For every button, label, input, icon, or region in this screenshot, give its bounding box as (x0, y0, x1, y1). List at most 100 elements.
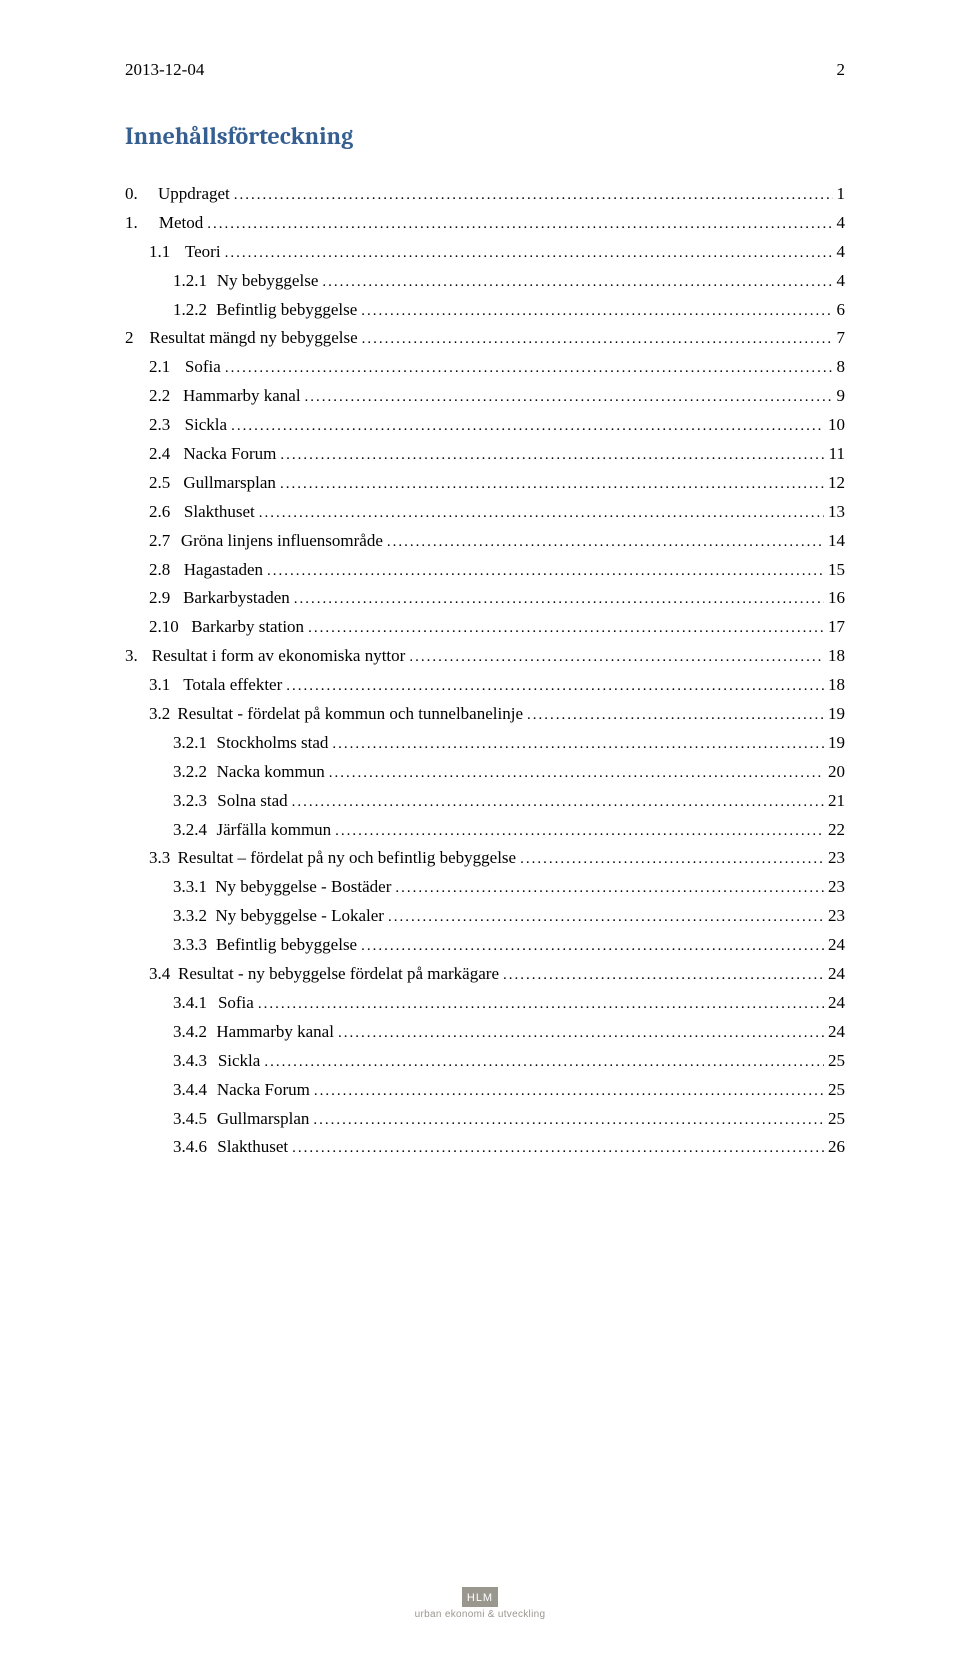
toc-entry-number: 2 (125, 324, 134, 353)
toc-leader-dots (280, 469, 824, 498)
toc-entry-label: Nacka kommun (217, 758, 325, 787)
toc-leader-dots (338, 1018, 824, 1047)
toc-entry-label: Resultat - fördelat på kommun och tunnel… (177, 700, 523, 729)
toc-entry-page: 17 (828, 613, 845, 642)
toc-row: 2.9Barkarbystaden16 (125, 584, 845, 613)
toc-entry-number: 3.2.3 (173, 787, 207, 816)
toc-leader-dots (362, 324, 833, 353)
toc-row: 3.2.4Järfälla kommun22 (125, 816, 845, 845)
toc-entry-number: 3.3.1 (173, 873, 207, 902)
toc-entry-label: Ny bebyggelse - Lokaler (215, 902, 384, 931)
toc-leader-dots (225, 238, 833, 267)
toc-entry-label: Gröna linjens influensområde (181, 527, 383, 556)
toc-entry-number: 3.4.1 (173, 989, 207, 1018)
toc-entry-page: 6 (837, 296, 846, 325)
toc-entry-page: 4 (837, 238, 846, 267)
toc-entry-label: Sofia (218, 989, 254, 1018)
toc-leader-dots (314, 1076, 824, 1105)
toc-row: 2.8Hagastaden15 (125, 556, 845, 585)
toc-leader-dots (225, 353, 833, 382)
toc-entry-label: Nacka Forum (217, 1076, 310, 1105)
toc-row: 2.10 Barkarby station 17 (125, 613, 845, 642)
toc-entry-page: 10 (828, 411, 845, 440)
toc-row: 2.7Gröna linjens influensområde14 (125, 527, 845, 556)
toc-list: 0.Uppdraget11.Metod41.1Teori41.2.1Ny beb… (125, 180, 845, 1162)
toc-leader-dots (292, 1133, 824, 1162)
toc-row: 3.4Resultat - ny bebyggelse fördelat på … (125, 960, 845, 989)
toc-entry-page: 15 (828, 556, 845, 585)
toc-row: 1.Metod4 (125, 209, 845, 238)
toc-entry-number: 3.4.5 (173, 1105, 207, 1134)
toc-entry-number: 3.2.2 (173, 758, 207, 787)
toc-entry-number: 2.6 (149, 498, 170, 527)
toc-leader-dots (234, 180, 833, 209)
toc-entry-number: 2.8 (149, 556, 170, 585)
toc-row: 3.2.3 Solna stad 21 (125, 787, 845, 816)
toc-leader-dots (258, 989, 824, 1018)
toc-leader-dots (388, 902, 824, 931)
toc-entry-number: 1.1 (149, 238, 170, 267)
toc-row: 3.4.2 Hammarby kanal 24 (125, 1018, 845, 1047)
toc-row: 3.4.5Gullmarsplan25 (125, 1105, 845, 1134)
toc-leader-dots (231, 411, 824, 440)
toc-entry-label: Barkarby station (191, 613, 304, 642)
toc-row: 1.1Teori4 (125, 238, 845, 267)
toc-entry-page: 19 (828, 729, 845, 758)
toc-row: 2.6Slakthuset13 (125, 498, 845, 527)
toc-row: 1.2.1Ny bebyggelse4 (125, 267, 845, 296)
toc-entry-label: Stockholms stad (217, 729, 329, 758)
toc-row: 3.Resultat i form av ekonomiska nyttor18 (125, 642, 845, 671)
toc-entry-number: 3.4.2 (173, 1018, 207, 1047)
toc-entry-page: 26 (828, 1133, 845, 1162)
toc-entry-page: 24 (828, 931, 845, 960)
toc-entry-page: 21 (828, 787, 845, 816)
toc-entry-number: 2.10 (149, 613, 179, 642)
toc-entry-number: 1. (125, 209, 138, 238)
toc-leader-dots (322, 267, 832, 296)
toc-entry-page: 9 (837, 382, 846, 411)
toc-leader-dots (259, 498, 824, 527)
toc-row: 3.4.1 Sofia 24 (125, 989, 845, 1018)
toc-leader-dots (361, 931, 824, 960)
toc-leader-dots (527, 700, 824, 729)
toc-entry-number: 3.3 (149, 844, 170, 873)
toc-entry-page: 23 (828, 873, 845, 902)
toc-leader-dots (329, 758, 824, 787)
toc-entry-number: 2.5 (149, 469, 170, 498)
toc-entry-label: Solna stad (217, 787, 287, 816)
toc-entry-page: 24 (828, 989, 845, 1018)
toc-entry-number: 1.2.2 (173, 296, 207, 325)
toc-row: 3.4.6Slakthuset26 (125, 1133, 845, 1162)
toc-leader-dots (286, 671, 824, 700)
toc-entry-number: 3.4.6 (173, 1133, 207, 1162)
toc-leader-dots (361, 296, 832, 325)
toc-row: 3.3.2Ny bebyggelse - Lokaler23 (125, 902, 845, 931)
toc-entry-page: 25 (828, 1047, 845, 1076)
toc-row: 3.4.3Sickla25 (125, 1047, 845, 1076)
toc-title: Innehållsförteckning (125, 122, 845, 150)
toc-leader-dots (292, 787, 824, 816)
toc-entry-label: Barkarbystaden (183, 584, 290, 613)
toc-entry-label: Gullmarsplan (183, 469, 276, 498)
toc-leader-dots (409, 642, 824, 671)
toc-leader-dots (313, 1105, 824, 1134)
toc-row: 3.2.1Stockholms stad19 (125, 729, 845, 758)
toc-entry-label: Befintlig bebyggelse (216, 931, 357, 960)
toc-entry-label: Resultat – fördelat på ny och befintlig … (178, 844, 517, 873)
toc-row: 1.2.2 Befintlig bebyggelse 6 (125, 296, 845, 325)
toc-entry-label: Resultat - ny bebyggelse fördelat på mar… (178, 960, 499, 989)
toc-row: 3.3 Resultat – fördelat på ny och befintl… (125, 844, 845, 873)
toc-row: 3.2Resultat - fördelat på kommun och tun… (125, 700, 845, 729)
toc-entry-page: 23 (828, 844, 845, 873)
toc-entry-label: Metod (159, 209, 203, 238)
toc-leader-dots (332, 729, 824, 758)
toc-entry-page: 12 (828, 469, 845, 498)
toc-entry-label: Befintlig bebyggelse (216, 296, 357, 325)
toc-entry-label: Hammarby kanal (216, 1018, 334, 1047)
toc-entry-page: 24 (828, 960, 845, 989)
toc-entry-page: 24 (828, 1018, 845, 1047)
logo-mark: HLM (462, 1587, 498, 1607)
toc-row: 3.2.2Nacka kommun20 (125, 758, 845, 787)
toc-leader-dots (264, 1047, 824, 1076)
toc-entry-page: 11 (829, 440, 845, 469)
